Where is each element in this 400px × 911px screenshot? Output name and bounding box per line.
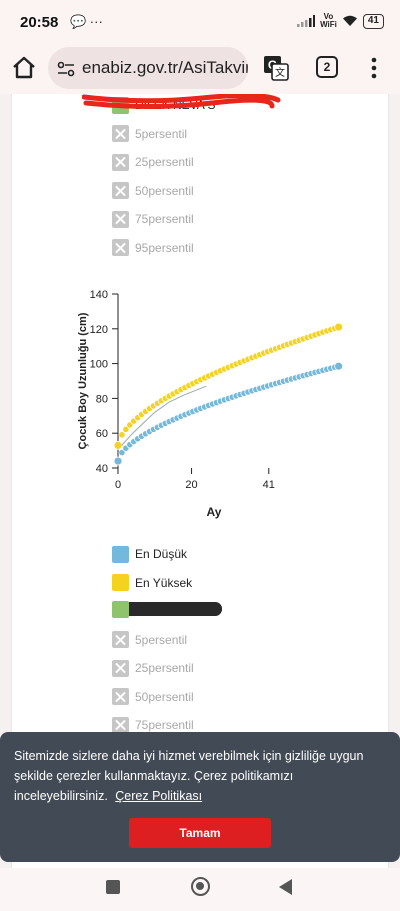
data-point [113, 456, 123, 466]
disabled-x-icon [112, 182, 129, 199]
back-button[interactable] [279, 879, 292, 895]
vowifi-icon: Vo WiFi [320, 13, 337, 29]
tab-switcher-button[interactable]: 2 [316, 56, 338, 78]
browser-toolbar: enabiz.gov.tr/AsiTakvimi G 文 2 [0, 42, 400, 94]
y-tick-label: 140 [90, 289, 108, 301]
wifi-icon [342, 15, 357, 26]
legend-label: En Yüksek [135, 575, 193, 590]
disabled-x-icon [112, 153, 129, 171]
x-tick-label: 41 [263, 479, 275, 491]
legend-label: 25persentil [135, 155, 194, 169]
child-growth-line [121, 385, 207, 446]
legend-label: 75persentil [135, 212, 194, 226]
legend-label: 50persentil [135, 183, 194, 198]
signal-icon [297, 15, 316, 27]
home-nav-button[interactable] [191, 877, 210, 896]
legend-swatch [112, 574, 129, 591]
translate-icon[interactable]: G 文 [262, 54, 290, 82]
legend-label: 25persentil [135, 661, 194, 675]
site-settings-icon[interactable] [56, 59, 76, 79]
disabled-x-icon [112, 688, 129, 705]
cookie-accept-button[interactable]: Tamam [129, 818, 271, 848]
data-point [118, 431, 126, 439]
legend_bottom-item[interactable]: En Yüksek [112, 574, 192, 592]
data-point [122, 425, 130, 433]
data-point [118, 448, 126, 457]
legend-label: 5persentil [135, 126, 188, 141]
cookie-banner: Sitemizde sizlere daha iyi hizmet verebi… [0, 732, 400, 862]
data-point [334, 361, 344, 371]
x-tick-label: 0 [115, 479, 121, 491]
legend-label: 50persentil [135, 689, 194, 704]
cookie-policy-link[interactable]: Çerez Politikası [115, 789, 203, 803]
disabled-x-icon [112, 716, 129, 734]
legend_bottom-item[interactable]: 5persentil [112, 631, 187, 649]
disabled-x-icon [112, 210, 129, 228]
legend-label: 95persentil [135, 240, 194, 255]
legend_top-item[interactable]: 50persentil [112, 182, 194, 200]
status-indicators: Vo WiFi 41 [297, 13, 384, 29]
y-tick-label: 40 [96, 463, 108, 475]
legend_bottom-item[interactable]: 25persentil [112, 659, 194, 677]
growth-chart: 40 60 80 100 120 140 0 20 41 Çocuk Boy Uzunluğu (… [77, 289, 344, 519]
notification-icons: 💬 ··· [70, 14, 103, 29]
legend_top-item[interactable]: 95persentil [112, 239, 194, 257]
battery-icon: 41 [362, 13, 384, 29]
legend_top-item[interactable]: 5persentil [112, 125, 187, 143]
redacted-name [135, 602, 222, 616]
y-tick-label: 80 [96, 393, 108, 405]
y-axis-label: Çocuk Boy Uzunluğu (cm) [77, 312, 89, 449]
disabled-x-icon [112, 125, 129, 142]
vowifi-label-top: Vo [323, 12, 334, 21]
y-tick-label: 100 [90, 359, 108, 371]
y-tick-label: 60 [96, 428, 108, 440]
system-nav-bar [0, 868, 400, 911]
legend_bottom-item[interactable]: 75persentil [112, 716, 194, 734]
x-tick-label: 20 [185, 479, 197, 491]
legend-swatch [112, 545, 129, 563]
legend-label: En Düşük [135, 547, 188, 561]
vowifi-label-bottom: WiFi [320, 20, 337, 29]
more-menu-icon[interactable] [368, 55, 380, 81]
legend-swatch [112, 600, 129, 618]
recents-button[interactable] [106, 880, 120, 894]
cookie-text: Sitemizde sizlere daha iyi hizmet verebi… [14, 746, 386, 806]
legend-label: 75persentil [135, 718, 194, 732]
url-text: enabiz.gov.tr/AsiTakvimi [82, 58, 248, 77]
x-axis-label: Ay [207, 505, 222, 519]
legend_bottom-item[interactable]: 50persentil [112, 688, 194, 706]
legend_top-item[interactable]: 75persentil [112, 210, 194, 228]
status-bar: 20:58 💬 ··· Vo WiFi 41 [0, 0, 400, 42]
y-tick-label: 120 [90, 324, 108, 336]
legend_top-item[interactable]: 25persentil [112, 153, 194, 171]
address-bar[interactable]: enabiz.gov.tr/AsiTakvimi [48, 47, 248, 89]
legend-label: 5persentil [135, 632, 188, 647]
home-icon[interactable] [10, 54, 38, 82]
cookie-message: Sitemizde sizlere daha iyi hizmet verebi… [14, 749, 364, 803]
disabled-x-icon [112, 239, 129, 256]
legend_bottom-item[interactable]: En Düşük [112, 545, 187, 563]
disabled-x-icon [112, 659, 129, 677]
redaction-scribble [82, 94, 281, 109]
data-point [334, 322, 344, 332]
data-point [113, 440, 123, 450]
disabled-x-icon [112, 631, 129, 648]
status-time: 20:58 [20, 14, 59, 31]
svg-text:文: 文 [275, 66, 285, 79]
legend_bottom-item[interactable] [112, 600, 222, 618]
